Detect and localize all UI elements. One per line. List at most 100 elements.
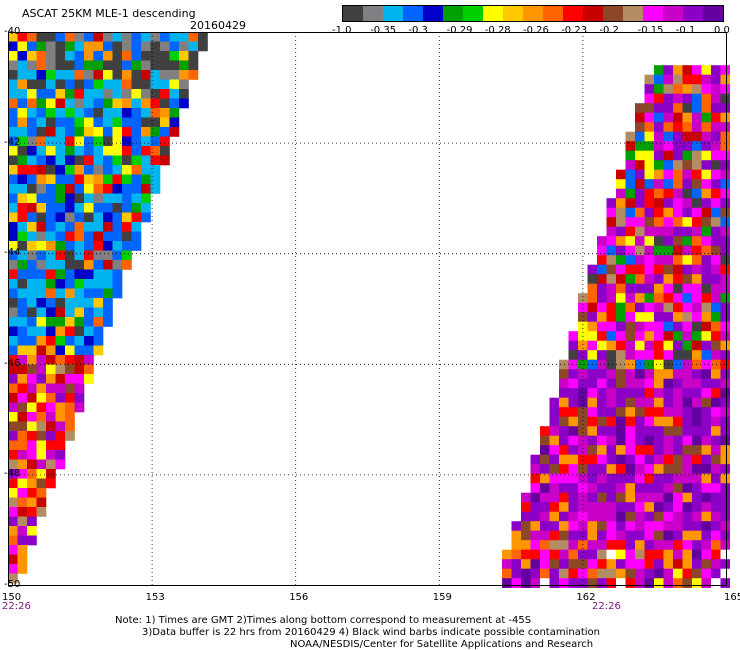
swath-west xyxy=(8,32,208,584)
heatmap-cell xyxy=(131,70,142,80)
heatmap-cell xyxy=(644,283,655,294)
heatmap-cell xyxy=(549,549,560,560)
heatmap-cell xyxy=(8,535,18,546)
heatmap-cell xyxy=(46,155,56,166)
heatmap-cell xyxy=(692,530,702,541)
heatmap-cell xyxy=(84,60,94,71)
heatmap-cell xyxy=(568,511,579,522)
heatmap-cell xyxy=(17,554,28,565)
heatmap-cell xyxy=(549,483,560,493)
heatmap-cell xyxy=(46,393,56,403)
heatmap-cell xyxy=(74,222,85,232)
heatmap-cell xyxy=(74,364,85,375)
heatmap-cell xyxy=(93,288,104,299)
heatmap-cell xyxy=(8,269,18,280)
heatmap-cell xyxy=(673,454,683,465)
heatmap-cell xyxy=(84,70,94,80)
heatmap-cell xyxy=(8,41,18,52)
heatmap-cell xyxy=(36,374,47,384)
heatmap-cell xyxy=(8,440,18,451)
heatmap-cell xyxy=(521,511,531,522)
heatmap-cell xyxy=(188,70,199,80)
heatmap-cell xyxy=(682,321,693,332)
heatmap-cell xyxy=(644,112,655,123)
heatmap-cell xyxy=(27,108,37,118)
heatmap-cell xyxy=(17,478,28,489)
heatmap-cell xyxy=(103,127,113,137)
heatmap-cell xyxy=(55,355,66,365)
heatmap-cell xyxy=(587,416,598,427)
heatmap-cell xyxy=(616,198,626,208)
heatmap-cell xyxy=(597,568,607,579)
heatmap-cell xyxy=(711,416,721,427)
heatmap-cell xyxy=(682,274,693,284)
heatmap-cell xyxy=(606,407,617,417)
heatmap-cell xyxy=(8,459,18,470)
heatmap-cell xyxy=(74,336,85,346)
heatmap-cell xyxy=(93,98,104,109)
heatmap-cell xyxy=(663,302,674,313)
heatmap-cell xyxy=(103,174,113,185)
heatmap-cell xyxy=(644,559,655,569)
heatmap-cell xyxy=(27,155,37,166)
heatmap-cell xyxy=(701,198,712,208)
heatmap-cell xyxy=(141,32,151,42)
heatmap-cell xyxy=(635,293,645,303)
heatmap-cell xyxy=(46,250,56,261)
heatmap-cell xyxy=(644,540,655,550)
heatmap-cell xyxy=(540,511,550,522)
heatmap-cell xyxy=(122,146,132,156)
heatmap-cell xyxy=(112,250,123,261)
heatmap-cell xyxy=(682,179,693,189)
heatmap-cell xyxy=(17,51,28,61)
heatmap-cell xyxy=(8,231,18,242)
heatmap-cell xyxy=(673,350,683,360)
heatmap-cell xyxy=(616,331,626,341)
heatmap-cell xyxy=(55,174,66,185)
heatmap-cell xyxy=(131,174,142,185)
heatmap-cell xyxy=(682,435,693,446)
heatmap-cell xyxy=(644,93,655,104)
heatmap-cell xyxy=(27,136,37,147)
heatmap-cell xyxy=(654,454,664,465)
heatmap-cell xyxy=(644,160,655,170)
heatmap-cell xyxy=(84,184,94,194)
heatmap-cell xyxy=(616,483,626,493)
heatmap-cell xyxy=(141,51,151,61)
heatmap-cell xyxy=(587,378,598,389)
heatmap-cell xyxy=(682,293,693,303)
heatmap-cell xyxy=(93,127,104,137)
heatmap-cell xyxy=(84,51,94,61)
heatmap-cell xyxy=(597,245,607,256)
heatmap-cell xyxy=(663,274,674,284)
heatmap-cell xyxy=(597,236,607,246)
heatmap-cell xyxy=(549,511,560,522)
heatmap-cell xyxy=(17,155,28,166)
heatmap-cell xyxy=(65,79,75,90)
heatmap-cell xyxy=(55,288,66,299)
heatmap-cell xyxy=(84,155,94,166)
heatmap-cell xyxy=(131,165,142,175)
heatmap-cell xyxy=(112,41,123,52)
heatmap-cell xyxy=(673,141,683,151)
heatmap-cell xyxy=(198,32,208,42)
heatmap-cell xyxy=(8,184,18,194)
heatmap-cell xyxy=(112,70,123,80)
heatmap-cell xyxy=(568,559,579,569)
heatmap-cell xyxy=(112,279,123,289)
heatmap-cell xyxy=(559,416,569,427)
heatmap-cell xyxy=(654,302,664,313)
heatmap-cell xyxy=(36,393,47,403)
heatmap-cell xyxy=(654,483,664,493)
heatmap-cell xyxy=(36,355,47,365)
heatmap-cell xyxy=(711,312,721,322)
heatmap-cell xyxy=(711,511,721,522)
heatmap-cell xyxy=(711,521,721,531)
heatmap-cell xyxy=(27,421,37,432)
heatmap-cell xyxy=(635,445,645,455)
heatmap-cell xyxy=(711,483,721,493)
heatmap-cell xyxy=(625,188,636,199)
heatmap-cell xyxy=(540,445,550,455)
heatmap-cell xyxy=(663,473,674,484)
heatmap-cell xyxy=(17,60,28,71)
